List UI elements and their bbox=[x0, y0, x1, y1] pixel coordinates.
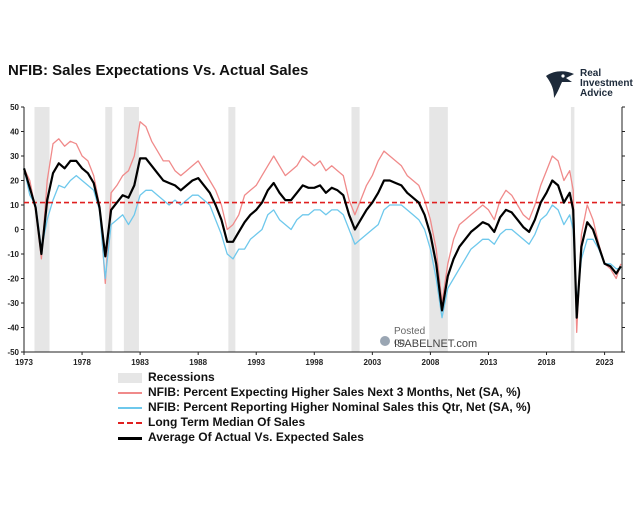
logo-text: Real Investment Advice bbox=[580, 69, 633, 99]
y-tick-label: 30 bbox=[10, 152, 19, 161]
y-tick-label: -40 bbox=[7, 324, 19, 333]
logo-line-1: Real bbox=[580, 68, 602, 79]
x-tick-label: 2008 bbox=[422, 358, 440, 365]
watermark-site: ISABELNET.com bbox=[394, 338, 478, 350]
y-tick-label: -10 bbox=[7, 250, 19, 259]
y-tick-label: -50 bbox=[7, 348, 19, 357]
logo: Real Investment Advice bbox=[544, 68, 634, 102]
legend-swatch-median bbox=[118, 422, 142, 424]
series-line-average bbox=[22, 157, 622, 319]
series-line-expected bbox=[23, 121, 622, 334]
y-tick-label: -30 bbox=[7, 299, 19, 308]
x-tick-label: 1978 bbox=[73, 358, 91, 365]
series-line-actual bbox=[23, 168, 621, 319]
axes bbox=[21, 106, 625, 355]
x-tick-label: 1993 bbox=[247, 358, 265, 365]
x-tick-label: 2023 bbox=[596, 358, 614, 365]
chart-title: NFIB: Sales Expectations Vs. Actual Sale… bbox=[8, 62, 309, 79]
y-tick-label: 10 bbox=[10, 201, 19, 210]
legend-label-actual: NFIB: Percent Reporting Higher Nominal S… bbox=[148, 400, 531, 414]
legend-swatch-actual bbox=[118, 407, 142, 409]
x-tick-label: 1973 bbox=[15, 358, 33, 365]
watermark-posted: Posted on bbox=[394, 326, 426, 348]
legend-label-expected: NFIB: Percent Expecting Higher Sales Nex… bbox=[148, 385, 521, 399]
x-tick-label: 1983 bbox=[131, 358, 149, 365]
isabelnet-icon bbox=[380, 336, 390, 346]
legend-label-recessions: Recessions bbox=[148, 370, 215, 384]
legend-label-median: Long Term Median Of Sales bbox=[148, 415, 306, 429]
eagle-head-icon bbox=[546, 71, 574, 98]
x-tick-label: 1988 bbox=[189, 358, 207, 365]
x-tick-label: 2018 bbox=[538, 358, 556, 365]
legend-label-average: Average Of Actual Vs. Expected Sales bbox=[148, 430, 364, 444]
y-tick-label: 0 bbox=[15, 226, 20, 235]
series-lines bbox=[22, 121, 622, 334]
y-tick-label: 40 bbox=[10, 128, 19, 137]
x-tick-label: 1998 bbox=[305, 358, 323, 365]
y-tick-label: -20 bbox=[7, 275, 19, 284]
recession-bar-3 bbox=[228, 107, 236, 352]
y-tick-label: 50 bbox=[10, 103, 19, 112]
legend-swatch-average bbox=[118, 437, 142, 440]
recession-bar-2 bbox=[123, 107, 139, 352]
legend-swatch-expected bbox=[118, 392, 142, 394]
x-tick-label: 2013 bbox=[480, 358, 498, 365]
logo-line-2: Investment bbox=[580, 78, 633, 89]
legend-swatch-recessions bbox=[118, 373, 142, 383]
x-tick-label: 2003 bbox=[363, 358, 381, 365]
y-tick-label: 20 bbox=[10, 177, 19, 186]
recession-bar-0 bbox=[34, 107, 50, 352]
logo-line-3: Advice bbox=[580, 88, 613, 99]
